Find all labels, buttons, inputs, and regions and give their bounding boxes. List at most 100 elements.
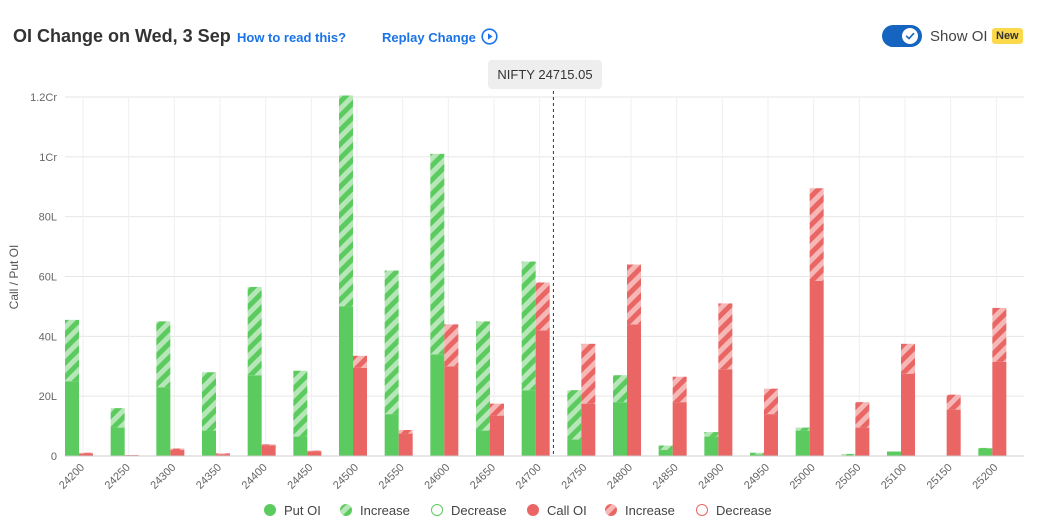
put-oi-bar <box>156 387 171 456</box>
call-oi-bar <box>901 373 915 456</box>
x-tick-label: 24850 <box>651 462 681 492</box>
call-increase-bar <box>79 452 93 454</box>
call-oi-bar <box>581 403 596 456</box>
put-increase-bar <box>795 427 810 431</box>
put-oi-bar <box>978 448 993 456</box>
call-increase-bar <box>307 450 322 452</box>
put-oi-bar <box>887 451 901 456</box>
x-tick-label: 24350 <box>194 462 224 492</box>
call-oi-bar <box>855 427 870 456</box>
call-increase-bar <box>444 324 459 367</box>
x-tick-label: 24750 <box>559 462 589 492</box>
y-tick-label: 40L <box>39 331 57 343</box>
put-oi-swatch <box>264 504 276 516</box>
put-increase-bar <box>978 447 993 449</box>
call-oi-bar <box>79 453 93 456</box>
oi-bar-chart: 0 20L 40L 60L 80L 1Cr 1.2Cr 24200 24250 24300 2435… <box>7 91 1024 492</box>
x-tick-label: 24500 <box>331 462 361 492</box>
legend-put-increase-label: Increase <box>360 502 410 518</box>
put-oi-bar <box>521 390 536 456</box>
put-oi-bar <box>202 430 216 456</box>
page-title: OI Change on Wed, 3 Sep <box>13 26 231 46</box>
call-oi-bar <box>672 402 687 456</box>
y-tick-label: 1.2Cr <box>30 92 57 104</box>
put-increase-bar <box>521 261 536 391</box>
put-increase-bar <box>247 286 262 376</box>
x-tick-label: 25050 <box>833 462 863 492</box>
check-icon <box>905 32 915 40</box>
call-oi-bar <box>490 415 504 456</box>
call-oi-bar <box>353 367 367 456</box>
replay-change-link[interactable]: Replay Change <box>382 30 476 45</box>
put-oi-bar <box>613 402 627 456</box>
call-oi-bar <box>764 414 778 456</box>
x-tick-label: 24950 <box>742 462 772 492</box>
put-oi-bar <box>567 439 582 456</box>
put-oi-bar <box>750 454 764 456</box>
put-oi-bar <box>247 375 262 456</box>
put-oi-bar <box>110 427 125 456</box>
show-oi-label: Show OI <box>930 28 988 45</box>
call-increase-bar <box>170 448 185 451</box>
put-oi-bar <box>658 450 673 456</box>
put-increase-bar <box>476 321 490 431</box>
call-oi-bar <box>946 409 961 456</box>
x-tick-label: 24600 <box>422 462 452 492</box>
legend-put-decrease[interactable]: Decrease <box>431 500 507 520</box>
put-oi-bar <box>293 436 308 456</box>
legend-put-increase[interactable]: Increase <box>340 500 410 520</box>
x-tick-label: 25200 <box>970 462 1000 492</box>
x-tick-label: 24300 <box>148 462 178 492</box>
legend-call-oi-label: Call OI <box>547 502 587 518</box>
y-tick-label: 80L <box>39 212 57 224</box>
y-tick-label: 20L <box>39 391 57 403</box>
x-tick-label: 25100 <box>879 462 909 492</box>
put-increase-bar <box>750 452 764 455</box>
call-increase-bar <box>718 303 733 370</box>
call-oi-bar <box>307 451 322 456</box>
call-oi-bar <box>992 361 1007 456</box>
legend-put-decrease-label: Decrease <box>451 502 507 518</box>
legend-call-increase[interactable]: Increase <box>605 500 675 520</box>
call-increase-bar <box>809 188 824 281</box>
call-oi-swatch <box>527 504 539 516</box>
call-increase-swatch <box>605 504 617 516</box>
bars <box>65 95 1007 456</box>
call-increase-bar <box>261 444 276 446</box>
call-increase-bar <box>764 388 778 415</box>
legend-put-oi-label: Put OI <box>284 502 321 518</box>
call-increase-bar <box>353 355 367 368</box>
call-increase-bar <box>901 343 915 374</box>
call-oi-bar <box>535 330 550 456</box>
put-decrease-swatch <box>431 504 443 516</box>
legend-put-oi[interactable]: Put OI <box>264 500 321 520</box>
legend-call-decrease[interactable]: Decrease <box>696 500 772 520</box>
x-tick-label: 24650 <box>468 462 498 492</box>
put-increase-swatch <box>340 504 352 516</box>
put-oi-bar <box>384 414 399 456</box>
y-axis-title: Call / Put OI <box>7 245 21 310</box>
x-tick-label: 25150 <box>925 462 955 492</box>
x-tick-label: 24800 <box>605 462 635 492</box>
put-oi-bar <box>339 306 353 456</box>
put-increase-bar <box>293 370 308 437</box>
how-to-read-link[interactable]: How to read this? <box>237 30 347 45</box>
call-increase-bar <box>398 429 413 434</box>
put-increase-bar <box>613 375 627 403</box>
call-decrease-swatch <box>696 504 708 516</box>
call-increase-bar <box>581 343 596 404</box>
toggle-knob <box>902 28 918 44</box>
chart-legend: Put OI Increase Decrease Call OI Increas… <box>0 500 1041 522</box>
x-tick-label: 24700 <box>514 462 544 492</box>
put-increase-bar <box>658 445 673 451</box>
play-circle-icon[interactable] <box>481 28 498 45</box>
put-oi-bar <box>430 354 445 456</box>
call-oi-bar <box>170 450 185 456</box>
x-tick-label: 24200 <box>57 462 87 492</box>
chart-header: OI Change on Wed, 3 Sep How to read this… <box>0 0 1041 70</box>
put-oi-bar <box>476 430 490 456</box>
y-tick-label: 0 <box>51 451 57 463</box>
show-oi-toggle[interactable] <box>882 25 922 47</box>
x-tick-label: 24900 <box>696 462 726 492</box>
legend-call-oi[interactable]: Call OI <box>527 500 587 520</box>
